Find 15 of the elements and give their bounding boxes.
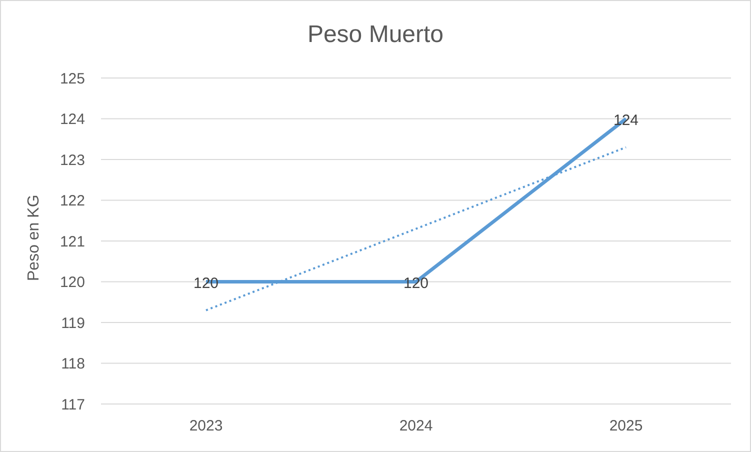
x-tick-label: 2025: [609, 418, 643, 435]
data-label: 120: [193, 274, 219, 292]
y-tick-label: 120: [60, 274, 85, 292]
y-tick-label: 121: [60, 233, 85, 250]
chart-title: Peso Muerto: [306, 21, 445, 49]
y-tick-label: 122: [60, 192, 85, 210]
y-tick-label: 117: [61, 396, 85, 414]
x-tick-label: 2023: [189, 418, 223, 435]
y-tick-label: 118: [61, 356, 85, 373]
y-tick-label: 123: [60, 152, 85, 169]
x-tick-label: 2024: [399, 418, 433, 435]
y-tick-label: 119: [61, 314, 85, 332]
y-axis-title: Peso en KG: [26, 194, 43, 281]
y-tick-label: 125: [60, 70, 85, 88]
y-tick-label: 124: [60, 111, 85, 128]
